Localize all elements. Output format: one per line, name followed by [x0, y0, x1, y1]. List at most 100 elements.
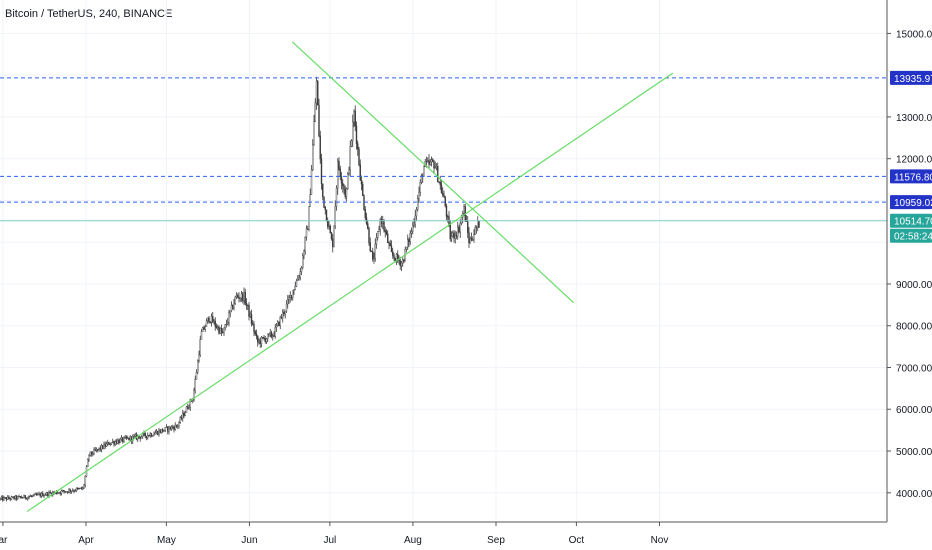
candle-body — [423, 166, 425, 177]
candle-body — [392, 251, 394, 256]
candle-body — [148, 435, 150, 437]
candle-body — [98, 447, 100, 450]
candle-body — [93, 449, 95, 455]
candle-body — [28, 496, 30, 498]
candle-body — [443, 194, 445, 198]
candle-body — [340, 176, 343, 184]
candle-body — [354, 110, 356, 127]
candle-body — [92, 453, 94, 455]
candle-body — [0, 496, 3, 499]
candle-body — [40, 493, 43, 497]
candle-body — [165, 426, 168, 428]
candle-body — [118, 440, 120, 444]
candle-body — [360, 179, 363, 185]
candle-body — [247, 304, 249, 306]
price-level-badge: 11576.80 — [890, 169, 932, 184]
countdown-badge-bg — [890, 228, 932, 243]
candle-body — [380, 219, 383, 224]
candle-body — [228, 312, 230, 323]
candle-body — [415, 209, 418, 217]
candle-body — [97, 448, 99, 451]
candle-body — [459, 223, 461, 233]
candle-body — [58, 492, 60, 494]
trend-line-falling-resistance[interactable] — [291, 41, 575, 304]
candle-body — [290, 294, 293, 299]
candle-body — [104, 443, 106, 447]
candle-body — [355, 125, 358, 144]
candle-body — [100, 445, 103, 450]
candle-body — [288, 297, 290, 300]
candle-body — [292, 290, 294, 299]
candle-body — [35, 493, 38, 496]
candle-body — [198, 354, 200, 361]
candle-body — [87, 458, 89, 468]
candle-body — [25, 497, 28, 500]
trend-line-rising-support[interactable] — [26, 72, 674, 513]
candle-body — [159, 430, 161, 433]
candle-body — [225, 323, 228, 326]
candle-body — [345, 188, 348, 197]
candle-body — [324, 207, 326, 210]
x-tick-label: May — [157, 535, 176, 546]
y-tick-label: 9000.00 — [896, 280, 932, 291]
candle-body — [170, 426, 173, 430]
candle-body — [57, 492, 59, 494]
candle-body — [5, 497, 8, 500]
x-tick-label: Sep — [487, 535, 505, 546]
candle-body — [64, 491, 66, 493]
candle-body — [14, 495, 16, 499]
candle-body — [382, 221, 384, 224]
candle-body — [330, 232, 333, 239]
candle-body — [248, 305, 250, 317]
candle-body — [313, 121, 315, 146]
candle-body — [74, 490, 76, 492]
candle-body — [317, 80, 319, 106]
candle-body — [173, 427, 175, 430]
candle-body — [252, 323, 254, 325]
candle-body — [95, 448, 98, 451]
x-tick-label: Jul — [323, 535, 336, 546]
candle-body — [8, 496, 10, 499]
candle-body — [194, 379, 196, 391]
candle-body — [234, 296, 236, 304]
candle-body — [302, 255, 304, 268]
candle-body — [78, 488, 80, 490]
candle-body — [327, 220, 329, 227]
y-tick-label: 7000.00 — [896, 363, 932, 374]
candle-body — [328, 225, 330, 228]
candle-body — [13, 496, 15, 499]
candle-body — [208, 317, 210, 323]
candle-body — [39, 493, 41, 497]
candle-body — [457, 227, 459, 237]
candle-body — [215, 326, 218, 329]
candle-body — [359, 164, 361, 181]
candle-body — [319, 135, 321, 160]
candle-body — [469, 238, 471, 244]
countdown-badge: 02:58:24 — [890, 228, 932, 243]
candle-body — [147, 435, 149, 438]
candle-body — [219, 328, 221, 334]
candle-body — [425, 161, 428, 163]
candle-body — [249, 314, 251, 317]
x-tick-label: ar — [0, 535, 8, 546]
candle-body — [474, 226, 476, 235]
price-level-badge-label: 10959.02 — [894, 198, 932, 209]
candle-body — [428, 160, 430, 165]
candle-body — [90, 451, 93, 455]
candle-body — [205, 320, 208, 327]
candle-body — [388, 242, 390, 244]
candle-body — [20, 496, 23, 499]
candle-body — [172, 426, 174, 428]
candle-body — [245, 303, 248, 306]
price-level-badge-label: 13935.97 — [894, 74, 932, 85]
candle-body — [167, 426, 169, 432]
candle-body — [44, 494, 46, 496]
candle-body — [347, 173, 349, 189]
candle-body — [145, 435, 148, 438]
candle-body — [450, 236, 453, 240]
candle-body — [293, 289, 295, 291]
candle-body — [272, 335, 274, 337]
candle-body — [297, 278, 299, 282]
candle-body — [374, 243, 376, 259]
